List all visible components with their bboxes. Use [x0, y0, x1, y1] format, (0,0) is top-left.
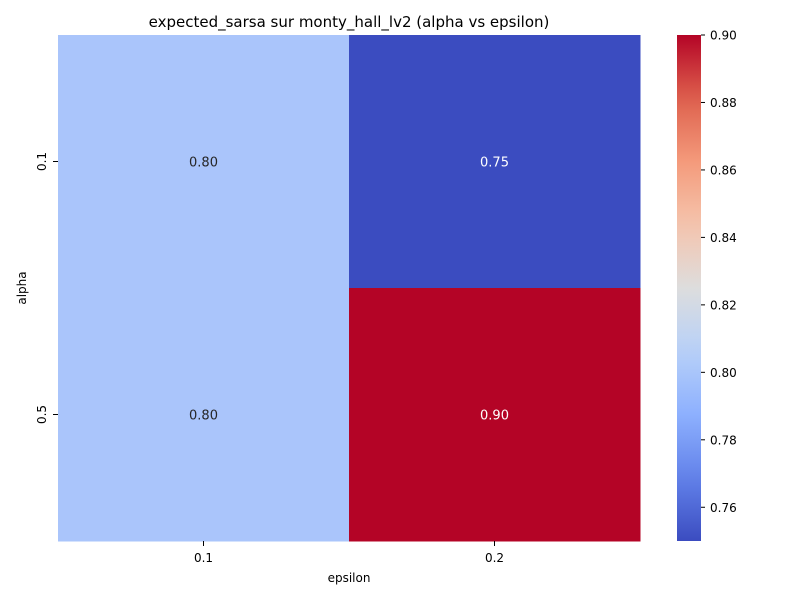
y-tick-label: 0.5	[35, 405, 49, 424]
colorbar-tick-label: 0.90	[710, 29, 737, 43]
heatmap-cell	[349, 288, 641, 542]
heatmap-cells: 0.80 0.75 0.80 0.90	[58, 35, 641, 542]
x-axis: 0.1 0.2	[194, 541, 504, 565]
y-tick-label: 0.1	[35, 152, 49, 171]
x-tick-label: 0.1	[194, 551, 213, 565]
colorbar-tick-label: 0.84	[710, 231, 737, 245]
colorbar-gradient	[677, 35, 701, 541]
colorbar: 0.76 0.78 0.80 0.82 0.84 0.86 0.88 0.90	[677, 29, 737, 541]
colorbar-tick-label: 0.82	[710, 298, 737, 312]
cell-value-label: 0.80	[189, 156, 218, 171]
chart-title: expected_sarsa sur monty_hall_lv2 (alpha…	[149, 13, 550, 32]
x-tick-label: 0.2	[485, 551, 504, 565]
colorbar-tick-label: 0.76	[710, 501, 737, 515]
heatmap-cell	[58, 288, 350, 542]
y-axis: 0.1 0.5	[35, 152, 58, 424]
y-axis-label: alpha	[15, 271, 29, 304]
cell-value-label: 0.80	[189, 409, 218, 424]
colorbar-tick-label: 0.86	[710, 163, 737, 177]
heatmap-cell	[58, 35, 350, 289]
colorbar-tick-label: 0.88	[710, 96, 737, 110]
colorbar-tick-label: 0.80	[710, 366, 737, 380]
colorbar-tick-label: 0.78	[710, 433, 737, 447]
heatmap-cell	[349, 35, 641, 289]
cell-value-label: 0.90	[480, 409, 509, 424]
cell-value-label: 0.75	[480, 156, 509, 171]
x-axis-label: epsilon	[328, 571, 371, 585]
